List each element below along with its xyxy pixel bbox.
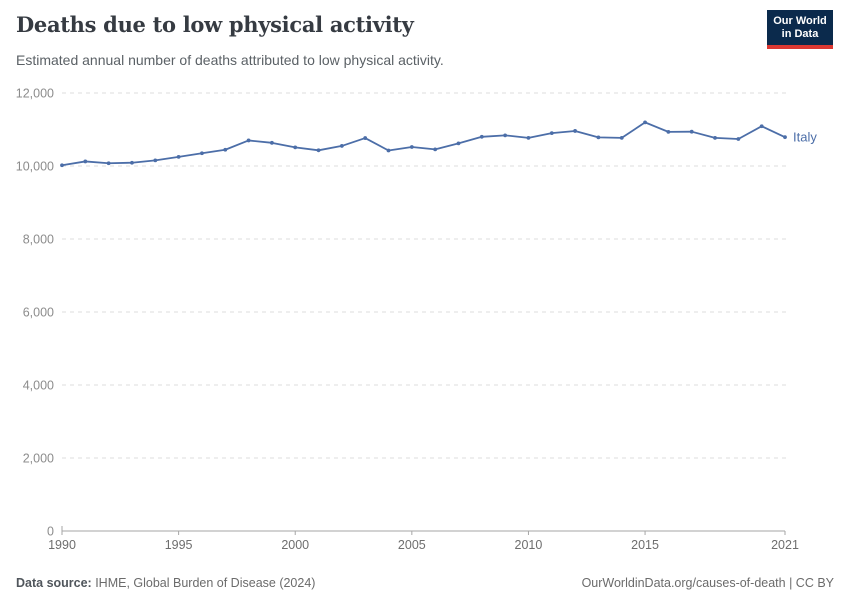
data-point (573, 129, 577, 133)
y-tick-label: 6,000 (23, 306, 54, 320)
owid-logo-line2: in Data (781, 28, 819, 40)
chart-subtitle: Estimated annual number of deaths attrib… (16, 52, 444, 68)
data-point (596, 135, 601, 140)
y-tick-label: 8,000 (23, 233, 54, 247)
data-point (130, 160, 134, 165)
x-tick-label: 2015 (631, 538, 659, 552)
data-point (526, 135, 531, 140)
data-point (339, 144, 344, 148)
data-point (666, 129, 671, 134)
data-point (643, 120, 647, 125)
data-point (246, 138, 251, 143)
data-point (503, 133, 508, 138)
data-point (409, 145, 414, 149)
page-title: Deaths due to low physical activity (16, 12, 414, 37)
y-tick-label: 10,000 (16, 160, 54, 174)
x-tick-label: 1995 (165, 538, 193, 552)
data-source-text[interactable]: IHME, Global Burden of Disease (2024) (91, 576, 316, 590)
data-point (83, 159, 88, 164)
owid-logo-line1: Our World (773, 15, 827, 27)
data-point (106, 161, 111, 166)
data-source: Data source: IHME, Global Burden of Dise… (16, 576, 315, 590)
data-point (713, 135, 717, 140)
y-tick-label: 0 (47, 525, 54, 539)
data-point (759, 124, 764, 129)
y-tick-label: 12,000 (16, 87, 54, 101)
x-tick-label: 2000 (281, 538, 309, 552)
data-point (386, 148, 391, 153)
data-point (153, 158, 158, 163)
data-point (433, 147, 438, 152)
x-tick-label: 2005 (398, 538, 426, 552)
data-point (223, 147, 228, 152)
data-point (479, 134, 484, 139)
data-point (619, 135, 624, 140)
chart-footer: Data source: IHME, Global Burden of Dise… (0, 568, 850, 600)
footer-url[interactable]: OurWorldinData.org/causes-of-death | CC … (581, 576, 834, 590)
data-point (316, 148, 321, 153)
data-point (363, 136, 368, 140)
data-point (200, 151, 204, 156)
y-tick-label: 2,000 (23, 452, 54, 466)
x-tick-label: 1990 (48, 538, 76, 552)
data-point (456, 141, 461, 146)
data-point (176, 154, 181, 159)
x-tick-label: 2021 (771, 538, 799, 552)
data-point (549, 131, 554, 136)
owid-logo: Our World in Data (767, 10, 833, 49)
x-tick-label: 2010 (515, 538, 543, 552)
trend-line (61, 121, 786, 167)
data-point (783, 135, 787, 140)
data-source-label: Data source: (16, 576, 92, 590)
data-point (270, 140, 274, 145)
data-point (60, 163, 64, 168)
data-point (689, 129, 694, 134)
series-end-label: Italy (793, 130, 817, 145)
data-point (293, 145, 298, 150)
y-tick-label: 4,000 (23, 379, 54, 393)
data-point (736, 137, 741, 141)
